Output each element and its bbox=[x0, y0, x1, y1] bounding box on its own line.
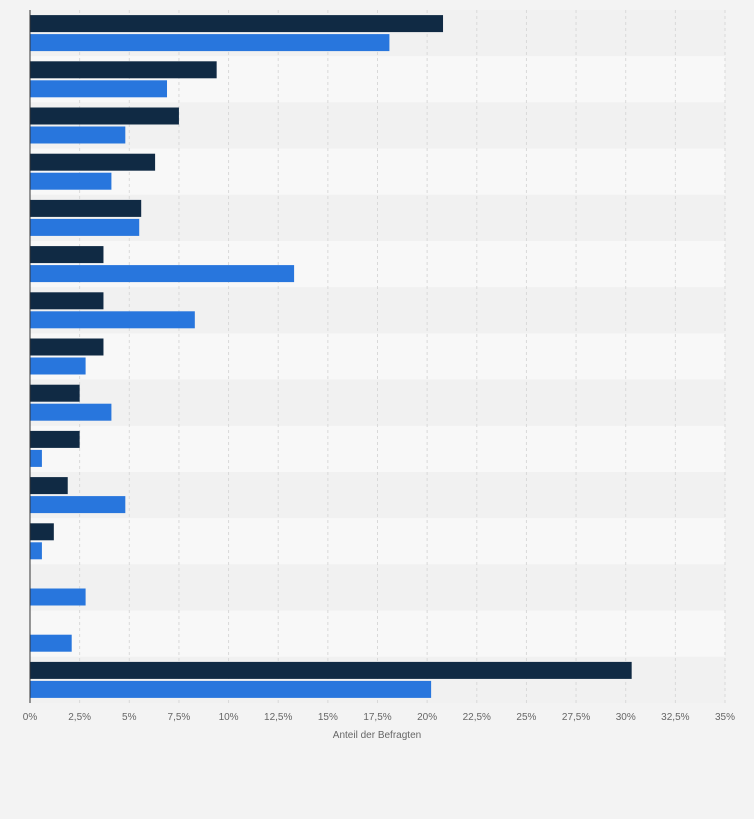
bar-series-1 bbox=[30, 15, 444, 33]
bar-series-1 bbox=[30, 153, 156, 171]
x-tick-label: 2,5% bbox=[68, 712, 91, 723]
bar-series-2 bbox=[30, 218, 140, 236]
x-tick-label: 20% bbox=[417, 712, 437, 723]
bar-series-1 bbox=[30, 661, 632, 679]
bar-series-1 bbox=[30, 338, 104, 356]
x-axis-title: Anteil der Befragten bbox=[333, 730, 421, 741]
x-tick-label: 15% bbox=[318, 712, 338, 723]
x-tick-label: 17,5% bbox=[363, 712, 391, 723]
bar-series-2 bbox=[30, 80, 168, 98]
x-tick-label: 25% bbox=[516, 712, 536, 723]
bar-series-1 bbox=[30, 246, 104, 264]
bar-series-1 bbox=[30, 477, 68, 495]
bar-series-1 bbox=[30, 292, 104, 310]
bar-series-2 bbox=[30, 126, 126, 144]
bar-series-1 bbox=[30, 523, 54, 541]
bar-series-1 bbox=[30, 107, 179, 125]
bar-series-2 bbox=[30, 357, 86, 375]
x-tick-label: 35% bbox=[715, 712, 735, 723]
x-tick-label: 12,5% bbox=[264, 712, 292, 723]
bar-series-1 bbox=[30, 384, 80, 402]
x-tick-label: 27,5% bbox=[562, 712, 590, 723]
x-tick-label: 30% bbox=[616, 712, 636, 723]
x-tick-label: 22,5% bbox=[463, 712, 491, 723]
x-tick-label: 10% bbox=[219, 712, 239, 723]
bar-series-2 bbox=[30, 542, 42, 560]
x-tick-label: 32,5% bbox=[661, 712, 689, 723]
bars bbox=[30, 15, 632, 698]
x-tick-label: 0% bbox=[23, 712, 38, 723]
bar-series-2 bbox=[30, 496, 126, 514]
bar-series-1 bbox=[30, 61, 217, 79]
bar-series-2 bbox=[30, 265, 295, 283]
bar-series-2 bbox=[30, 634, 72, 652]
x-tick-label: 5% bbox=[122, 712, 137, 723]
bar-series-2 bbox=[30, 172, 112, 190]
gridlines bbox=[79, 10, 726, 703]
bar-series-2 bbox=[30, 680, 432, 698]
bar-series-1 bbox=[30, 430, 80, 448]
bar-series-1 bbox=[30, 199, 142, 217]
x-tick-label: 7,5% bbox=[168, 712, 191, 723]
bar-series-2 bbox=[30, 34, 390, 52]
bar-series-2 bbox=[30, 403, 112, 421]
bar-series-2 bbox=[30, 449, 42, 467]
bar-series-2 bbox=[30, 588, 86, 606]
bar-series-2 bbox=[30, 311, 195, 329]
x-axis-ticks: 0% 2,5% 5% 7,5% 10% 12,5% 15% 17,5% 20% 22,5% 25% 2… bbox=[23, 712, 735, 723]
